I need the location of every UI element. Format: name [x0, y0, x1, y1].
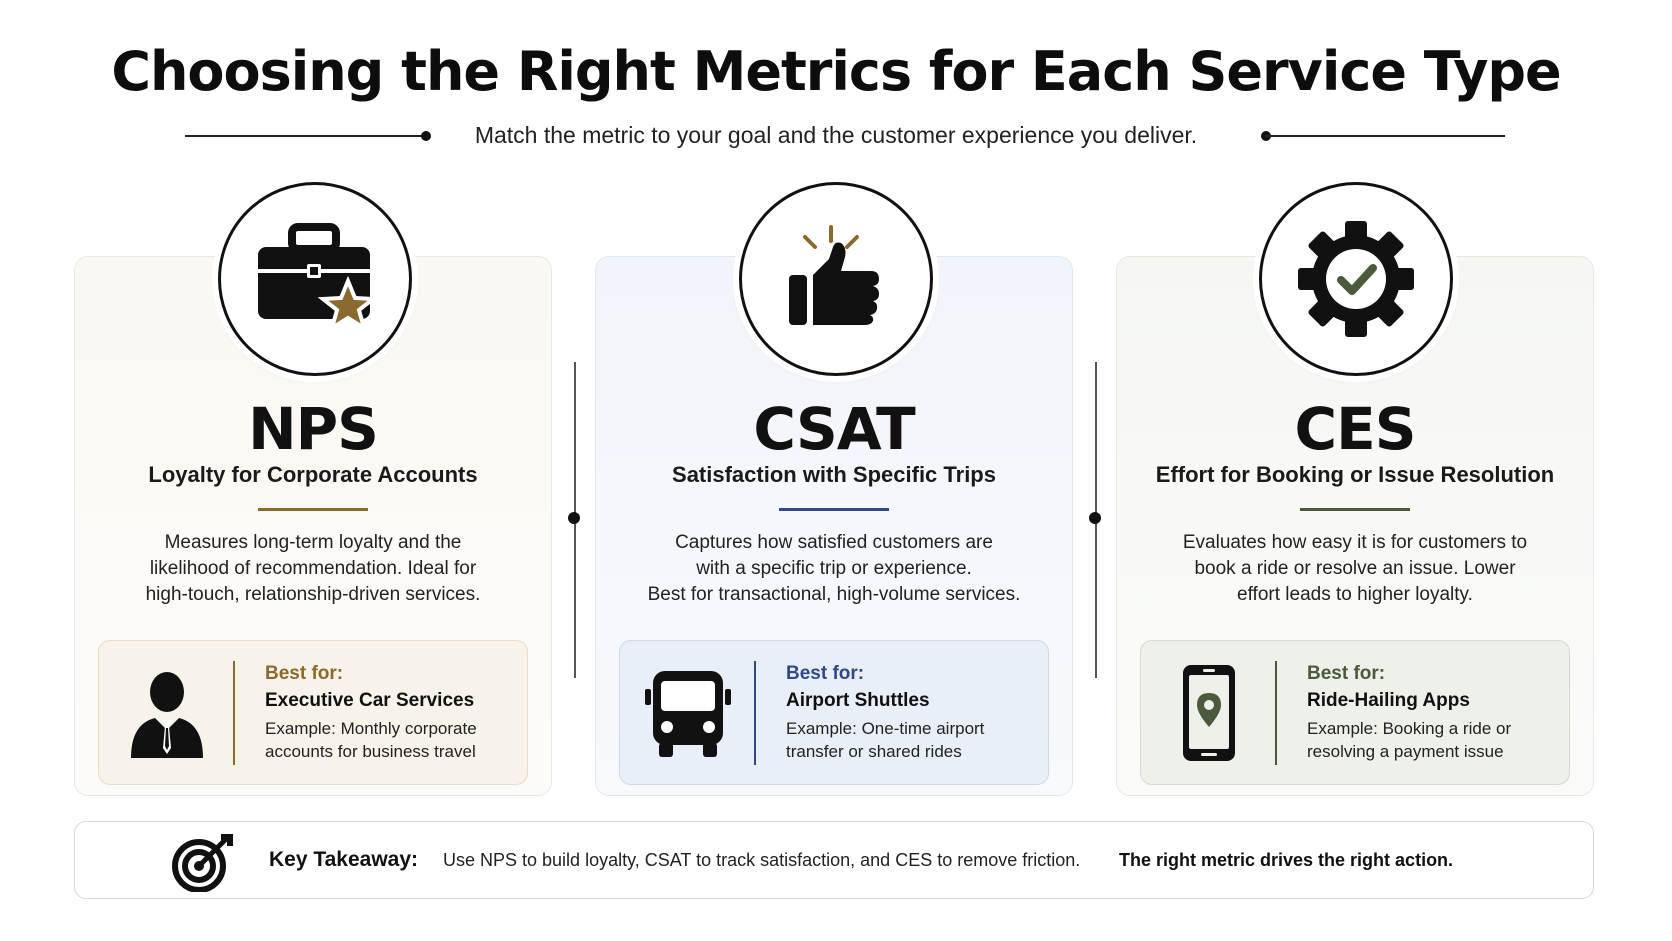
csat-heading: CSAT — [753, 395, 915, 463]
csat-subtitle: Satisfaction with Specific Trips — [672, 462, 996, 487]
ces-best-divider — [1275, 661, 1277, 765]
nps-subtitle: Loyalty for Corporate Accounts — [148, 462, 478, 487]
nps-description-line: likelihood of recommendation. Ideal for — [149, 558, 477, 579]
key-takeaway-bar: Key Takeaway: Use NPS to build loyalty, … — [74, 821, 1594, 899]
csat-best-for-box: Best for: Airport Shuttles Example: One-… — [619, 640, 1049, 785]
nps-best-for-box: Best for: Executive Car Services Example… — [98, 640, 528, 785]
ces-heading: CES — [1294, 395, 1417, 463]
business-person-icon — [119, 663, 215, 763]
csat-description-line: with a specific trip or experience. — [696, 558, 972, 579]
csat-best-divider — [754, 661, 756, 765]
smartphone-location-icon — [1161, 663, 1257, 763]
page-subtitle: Match the metric to your goal and the cu… — [474, 122, 1198, 148]
separator-dot-2 — [1089, 512, 1101, 524]
target-arrow-icon — [172, 834, 233, 892]
nps-best-divider — [233, 661, 235, 765]
subtitle-rule-right — [1265, 135, 1505, 137]
ces-description: Evaluates how easy it is for customers t… — [1116, 530, 1594, 608]
ces-best-for-box: Best for: Ride-Hailing Apps Example: Boo… — [1140, 640, 1570, 785]
shuttle-bus-icon — [640, 663, 736, 763]
ces-best-example: Example: Booking a ride or resolving a p… — [1307, 719, 1512, 761]
nps-best-example: Example: Monthly corporate accounts for … — [265, 719, 477, 761]
ces-best-name: Ride-Hailing Apps — [1307, 690, 1470, 711]
subtitle-rule-left — [185, 135, 425, 137]
ces-icon-badge — [1259, 182, 1453, 376]
csat-description-line: Best for transactional, high-volume serv… — [647, 584, 1021, 605]
csat-best-label: Best for: — [786, 663, 865, 684]
page-title: Choosing the Right Metrics for Each Serv… — [111, 40, 1561, 103]
csat-description-line: Captures how satisfied customers are — [675, 532, 993, 553]
ces-description-line: Evaluates how easy it is for customers t… — [1182, 532, 1528, 553]
takeaway-text: Use NPS to build loyalty, CSAT to track … — [443, 850, 1081, 870]
takeaway-label: Key Takeaway: — [269, 848, 419, 871]
thumbs-up-icon — [789, 225, 879, 325]
nps-description: Measures long-term loyalty and the likel… — [74, 530, 552, 608]
ces-best-label: Best for: — [1307, 663, 1386, 684]
nps-heading: NPS — [248, 395, 379, 463]
nps-description-line: high-touch, relationship-driven services… — [145, 584, 481, 605]
subtitle-row: Match the metric to your goal and the cu… — [0, 118, 1672, 154]
csat-description: Captures how satisfied customers are wit… — [595, 530, 1073, 608]
gear-check-icon — [1298, 221, 1414, 337]
ces-subtitle: Effort for Booking or Issue Resolution — [1155, 462, 1555, 487]
briefcase-star-icon — [258, 223, 379, 333]
nps-accent-line — [258, 508, 368, 511]
separator-dot-1 — [568, 512, 580, 524]
takeaway-emphasis: The right metric drives the right action… — [1119, 850, 1454, 870]
nps-best-label: Best for: — [265, 663, 344, 684]
nps-icon-badge — [218, 182, 412, 376]
nps-description-line: Measures long-term loyalty and the — [164, 532, 462, 553]
ces-description-line: book a ride or resolve an issue. Lower — [1194, 558, 1516, 579]
csat-best-name: Airport Shuttles — [786, 690, 930, 711]
ces-accent-line — [1300, 508, 1410, 511]
csat-accent-line — [779, 508, 889, 511]
csat-best-example: Example: One-time airport transfer or sh… — [786, 719, 985, 761]
nps-best-name: Executive Car Services — [265, 690, 475, 711]
subtitle-dot-left — [421, 131, 431, 141]
ces-description-line: effort leads to higher loyalty. — [1237, 584, 1473, 605]
csat-icon-badge — [739, 182, 933, 376]
